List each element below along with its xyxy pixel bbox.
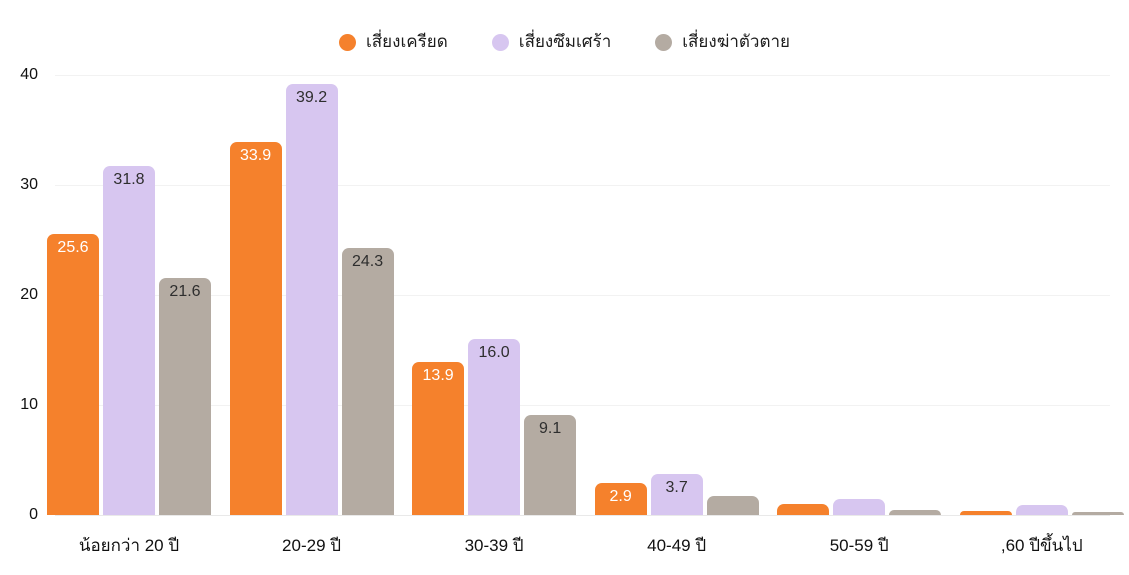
y-axis-tick-label-10: 10 — [20, 396, 38, 414]
legend-label-stress: เสี่ยงเครียด — [366, 32, 448, 51]
bar-suicide-5 — [1071, 511, 1124, 515]
bar-value-label-depression-0: 31.8 — [113, 170, 145, 188]
bar-group-1: 33.9 39.2 24.3 — [229, 84, 394, 515]
gridline-y-30 — [55, 185, 1110, 187]
legend-label-suicide: เสี่ยงฆ่าตัวตาย — [682, 32, 790, 51]
bar-suicide-2: 9.1 — [524, 415, 577, 515]
bar-stress-2: 13.9 — [412, 362, 465, 515]
x-axis-label-2: 30-39 ปี — [464, 536, 524, 555]
y-axis-tick-label-40: 40 — [20, 66, 38, 84]
x-axis-label-0: น้อยกว่า 20 ปี — [78, 536, 180, 555]
bar-value-label-suicide-1: 24.3 — [351, 252, 384, 270]
bar-group-0: 25.6 31.8 21.6 — [47, 165, 211, 515]
x-axis-label-5: ,60 ปีขึ้นไป — [1000, 536, 1083, 555]
bar-depression-3: 3.7 — [650, 474, 703, 515]
legend-item-depression: เสี่ยงซึมเศร้า — [491, 29, 612, 55]
bar-stress-5 — [959, 510, 1012, 515]
bar-stress-4 — [777, 504, 830, 515]
x-axis-label-1: 20-29 ปี — [282, 536, 342, 555]
y-axis-tick-label-30: 30 — [20, 176, 38, 194]
bar-group-3: 2.9 3.7 — [594, 474, 759, 515]
legend-dot-depression-icon — [491, 33, 509, 51]
bar-value-label-depression-3: 3.7 — [665, 479, 688, 497]
gridline-y-0 — [55, 515, 1110, 516]
bar-group-5 — [959, 505, 1124, 515]
bar-depression-5 — [1015, 505, 1068, 515]
bar-value-label-stress-0: 25.6 — [57, 238, 89, 256]
bar-value-label-stress-3: 2.9 — [609, 488, 632, 506]
bar-value-label-stress-2: 13.9 — [422, 367, 454, 385]
bar-suicide-4 — [889, 509, 942, 515]
gridline-y-10 — [55, 405, 1110, 407]
bar-depression-1: 39.2 — [285, 84, 338, 515]
legend-label-depression: เสี่ยงซึมเศร้า — [518, 32, 612, 51]
bar-depression-0: 31.8 — [103, 165, 155, 515]
bar-group-4 — [777, 498, 942, 515]
bar-value-label-suicide-2: 9.1 — [538, 420, 562, 437]
legend-item-suicide: เสี่ยงฆ่าตัวตาย — [655, 29, 790, 55]
bar-group-2: 13.9 16.0 9.1 — [412, 339, 577, 515]
bar-suicide-1: 24.3 — [341, 247, 394, 515]
bar-stress-3: 2.9 — [594, 483, 647, 515]
legend-item-stress: เสี่ยงเครียด — [339, 29, 448, 55]
x-axis-label-3: 40-49 ปี — [647, 536, 707, 555]
bar-depression-2: 16.0 — [468, 339, 521, 515]
chart-legend: เสี่ยงเครียด เสี่ยงซึมเศร้า เสี่ยงฆ่าตัว… — [0, 29, 1129, 55]
y-axis-tick-label-0: 0 — [29, 506, 38, 523]
bar-value-label-suicide-0: 21.6 — [169, 282, 201, 300]
gridline-y-20 — [55, 295, 1110, 297]
bar-stress-1: 33.9 — [229, 142, 282, 515]
bar-suicide-0: 21.6 — [159, 277, 211, 515]
bar-suicide-3 — [706, 496, 759, 515]
gridline-y-40 — [55, 75, 1110, 77]
legend-dot-suicide-icon — [655, 33, 673, 51]
y-axis-tick-label-20: 20 — [20, 286, 38, 304]
bar-value-label-stress-1: 33.9 — [239, 147, 272, 165]
legend-dot-stress-icon — [339, 33, 356, 51]
bar-value-label-depression-2: 16.0 — [478, 344, 510, 362]
x-axis-label-4: 50-59 ปี — [829, 536, 889, 555]
bar-stress-0: 25.6 — [47, 233, 99, 515]
bar-value-label-depression-1: 39.2 — [295, 89, 328, 107]
bar-depression-4 — [833, 498, 886, 515]
